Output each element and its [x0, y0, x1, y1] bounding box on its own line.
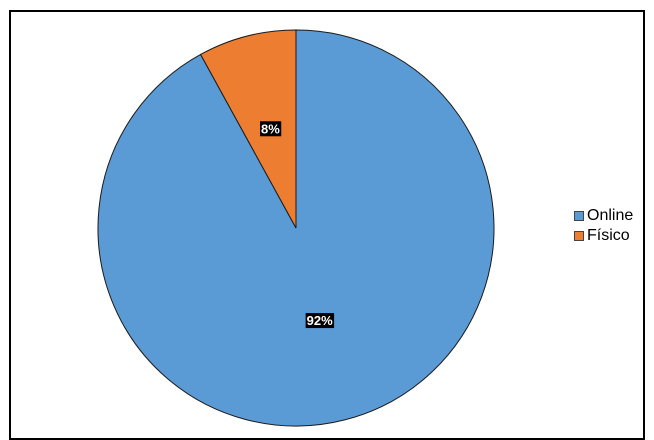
data-label-fisico: 8%: [259, 121, 282, 137]
legend-item-online: Online: [574, 206, 633, 226]
legend-swatch-online: [574, 211, 584, 221]
legend-label-fisico: Físico: [587, 227, 630, 244]
legend-swatch-fisico: [574, 231, 584, 241]
data-label-online: 92%: [305, 313, 335, 329]
legend-label-online: Online: [587, 207, 634, 224]
legend-item-fisico: Físico: [574, 226, 633, 246]
chart-legend: Online Físico: [574, 206, 633, 246]
pie-slice-fisico: [199, 29, 297, 229]
svg-text:8%: 8%: [261, 121, 280, 136]
svg-text:92%: 92%: [307, 313, 333, 328]
